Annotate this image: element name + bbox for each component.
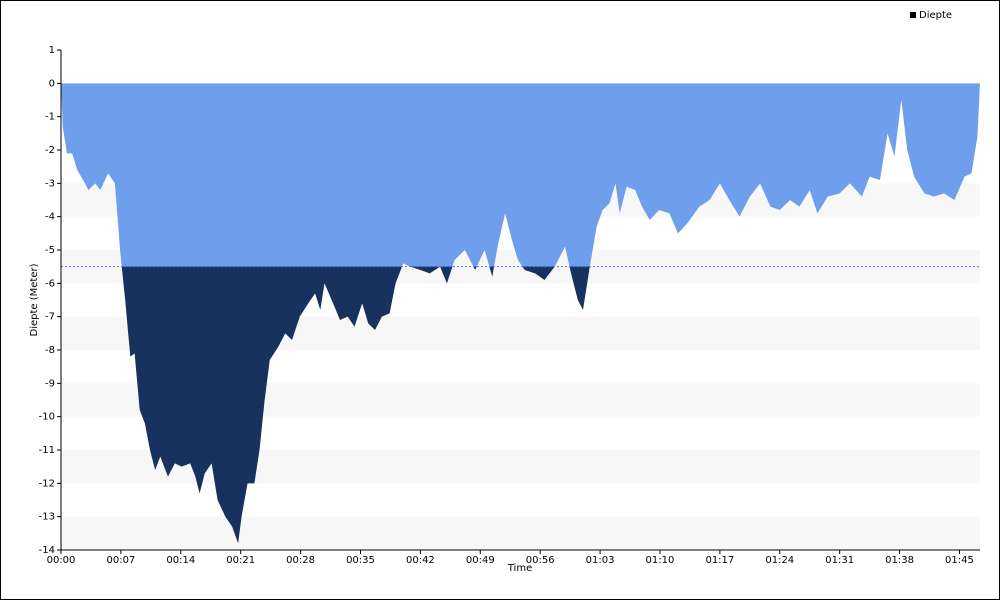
y-axis-label: Diepte (Meter) (29, 263, 40, 336)
grid-band (61, 516, 980, 550)
y-tick-label: 1 (49, 45, 55, 56)
y-tick-label: -7 (45, 312, 55, 323)
x-tick-label: 00:28 (286, 555, 315, 566)
legend-label: Diepte (919, 10, 952, 21)
x-tick-label: 01:24 (765, 555, 794, 566)
x-tick-label: 00:49 (466, 555, 495, 566)
x-tick-label: 01:31 (825, 555, 854, 566)
y-tick-label: -3 (45, 178, 55, 189)
y-tick-label: -1 (45, 112, 55, 123)
legend-swatch (910, 12, 916, 18)
y-tick-label: -2 (45, 145, 55, 156)
x-tick-label: 00:14 (166, 555, 195, 566)
x-tick-label: 01:38 (885, 555, 914, 566)
y-tick-label: -10 (39, 412, 55, 423)
x-tick-label: 01:10 (646, 555, 675, 566)
x-tick-label: 01:45 (945, 555, 974, 566)
y-tick-label: 0 (49, 78, 55, 89)
x-tick-label: 00:07 (106, 555, 135, 566)
x-tick-label: 01:17 (705, 555, 734, 566)
x-tick-label: 00:00 (47, 555, 76, 566)
y-tick-label: -12 (39, 478, 55, 489)
x-tick-label: 01:03 (586, 555, 615, 566)
x-axis-label: Time (507, 563, 532, 574)
x-tick-label: 00:21 (226, 555, 255, 566)
y-tick-label: -14 (39, 545, 55, 556)
y-tick-label: -9 (45, 378, 55, 389)
area (61, 83, 980, 544)
y-tick-label: -13 (39, 512, 55, 523)
y-tick-label: -8 (45, 345, 55, 356)
y-tick-label: -4 (45, 212, 55, 223)
x-tick-label: 00:35 (346, 555, 375, 566)
y-tick-label: -5 (45, 245, 55, 256)
y-tick-label: -6 (45, 278, 55, 289)
x-tick-label: 00:42 (406, 555, 435, 566)
x-tick-label: 00:56 (526, 555, 555, 566)
y-tick-label: -11 (39, 445, 55, 456)
